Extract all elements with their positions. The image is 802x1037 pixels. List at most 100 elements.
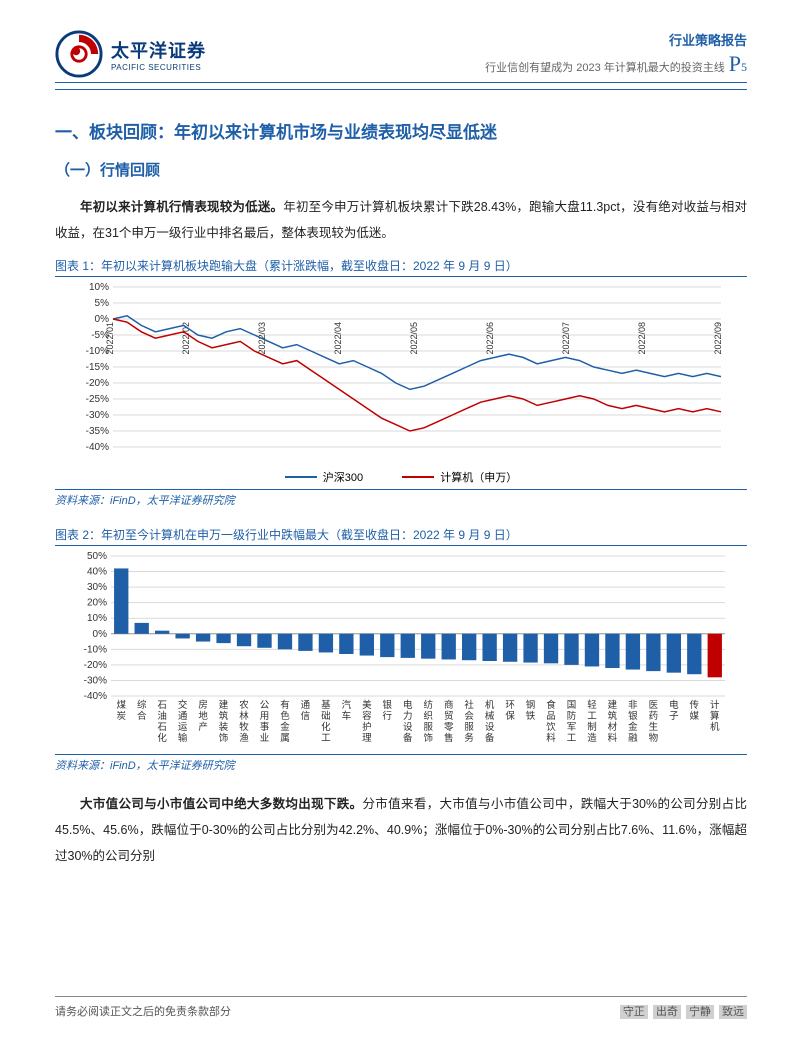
svg-text:交: 交 — [178, 699, 188, 711]
svg-text:5%: 5% — [95, 298, 110, 309]
svg-text:-15%: -15% — [86, 362, 109, 373]
svg-text:0%: 0% — [93, 628, 108, 639]
svg-text:材: 材 — [608, 721, 618, 733]
svg-text:传: 传 — [690, 699, 700, 711]
svg-text:2022/08: 2022/08 — [637, 322, 647, 355]
svg-text:2022/05: 2022/05 — [409, 322, 419, 355]
svg-text:30%: 30% — [87, 582, 107, 593]
svg-text:钢: 钢 — [526, 699, 536, 711]
svg-text:造: 造 — [587, 732, 597, 744]
chart2-source: 资料来源：iFinD，太平洋证券研究院 — [55, 757, 747, 773]
chart2-caption: 图表 2：年初至今计算机在申万一级行业中跌幅最大（截至收盘日：2022 年 9 … — [55, 526, 747, 543]
page-header: 太平洋证券 PACIFIC SECURITIES 行业策略报告 行业信创有望成为… — [55, 30, 747, 78]
svg-text:筑: 筑 — [608, 710, 618, 722]
svg-text:设: 设 — [403, 722, 413, 733]
svg-text:公: 公 — [260, 700, 270, 711]
svg-text:备: 备 — [403, 732, 413, 744]
svg-text:2022/04: 2022/04 — [333, 322, 343, 355]
svg-text:20%: 20% — [87, 597, 107, 608]
svg-text:渔: 渔 — [239, 733, 249, 744]
svg-text:算: 算 — [710, 710, 720, 722]
svg-text:社: 社 — [464, 699, 474, 711]
svg-text:备: 备 — [485, 732, 495, 744]
chart1-legend: 沪深300 计算机（申万） — [55, 463, 747, 487]
svg-text:10%: 10% — [89, 283, 109, 293]
svg-text:色: 色 — [280, 710, 290, 722]
svg-text:属: 属 — [280, 733, 290, 744]
svg-text:纺: 纺 — [423, 699, 433, 711]
svg-text:石: 石 — [157, 722, 167, 733]
svg-text:务: 务 — [464, 732, 474, 744]
svg-text:产: 产 — [198, 721, 208, 733]
svg-text:服: 服 — [464, 722, 474, 733]
chart1-caption: 图表 1：年初以来计算机板块跑输大盘（累计涨跌幅，截至收盘日：2022 年 9 … — [55, 257, 747, 274]
svg-text:机: 机 — [710, 721, 720, 733]
svg-text:车: 车 — [342, 710, 352, 722]
heading-2: （一）行情回顾 — [55, 159, 747, 180]
svg-text:-35%: -35% — [86, 426, 109, 437]
svg-text:林: 林 — [239, 710, 249, 722]
svg-text:料: 料 — [546, 732, 556, 744]
divider — [55, 89, 747, 90]
svg-text:力: 力 — [403, 710, 413, 722]
logo: 太平洋证券 PACIFIC SECURITIES — [55, 30, 206, 78]
svg-text:电: 电 — [669, 699, 679, 711]
svg-text:料: 料 — [608, 732, 618, 744]
chart1: 10%5%0%-5%-10%-15%-20%-25%-30%-35%-40%20… — [55, 283, 747, 463]
svg-text:子: 子 — [669, 711, 679, 722]
svg-text:零: 零 — [444, 722, 454, 733]
svg-text:非: 非 — [628, 699, 638, 711]
svg-text:石: 石 — [157, 700, 167, 711]
svg-text:牧: 牧 — [239, 721, 249, 733]
svg-text:理: 理 — [362, 733, 372, 744]
paragraph: 大市值公司与小市值公司中绝大多数均出现下跌。分市值来看，大市值与小市值公司中，跌… — [55, 791, 747, 870]
svg-text:设: 设 — [485, 722, 495, 733]
svg-text:输: 输 — [178, 732, 188, 744]
svg-text:电: 电 — [403, 699, 413, 711]
svg-text:防: 防 — [567, 710, 577, 722]
svg-text:基: 基 — [321, 699, 331, 711]
svg-text:化: 化 — [157, 732, 167, 744]
svg-text:房: 房 — [198, 699, 208, 711]
svg-text:工: 工 — [587, 711, 597, 722]
svg-text:银: 银 — [383, 699, 393, 711]
svg-text:饰: 饰 — [219, 732, 229, 744]
svg-text:融: 融 — [628, 733, 638, 744]
svg-text:2022/06: 2022/06 — [485, 322, 495, 355]
company-logo-icon — [55, 30, 103, 78]
svg-text:品: 品 — [546, 711, 556, 722]
svg-text:制: 制 — [587, 721, 597, 733]
svg-text:售: 售 — [444, 732, 454, 744]
svg-text:50%: 50% — [87, 552, 107, 562]
svg-text:-10%: -10% — [84, 644, 107, 655]
paragraph: 年初以来计算机行情表现较为低迷。年初至今申万计算机板块累计下跌28.43%，跑输… — [55, 194, 747, 247]
svg-text:农: 农 — [239, 699, 249, 711]
svg-text:保: 保 — [505, 710, 515, 722]
svg-text:信: 信 — [301, 710, 311, 722]
svg-text:-30%: -30% — [86, 410, 109, 421]
svg-text:运: 运 — [178, 722, 188, 733]
svg-text:2022/01: 2022/01 — [105, 322, 115, 355]
svg-text:合: 合 — [137, 710, 147, 722]
footer-disclaimer: 请务必阅读正文之后的免责条款部分 — [55, 1003, 231, 1019]
svg-text:药: 药 — [649, 711, 659, 722]
chart2-container: 50%40%30%20%10%0%-10%-20%-30%-40%煤综石交房建农… — [55, 545, 747, 755]
logo-name-en: PACIFIC SECURITIES — [111, 63, 206, 72]
svg-text:建: 建 — [219, 699, 229, 711]
svg-text:-25%: -25% — [86, 394, 109, 405]
svg-text:建: 建 — [608, 699, 618, 711]
svg-text:环: 环 — [505, 700, 515, 711]
svg-text:-20%: -20% — [84, 659, 107, 670]
header-subtitle: 行业信创有望成为 2023 年计算机最大的投资主线 — [485, 59, 725, 75]
svg-text:用: 用 — [260, 711, 270, 722]
svg-text:物: 物 — [649, 732, 659, 744]
svg-text:装: 装 — [219, 721, 229, 733]
page-number: P5 — [729, 51, 747, 77]
svg-text:10%: 10% — [87, 613, 107, 624]
chart1-source: 资料来源：iFinD，太平洋证券研究院 — [55, 492, 747, 508]
svg-text:国: 国 — [567, 700, 577, 711]
svg-text:医: 医 — [649, 700, 659, 711]
svg-text:-40%: -40% — [86, 442, 109, 453]
svg-text:筑: 筑 — [219, 710, 229, 722]
page-footer: 请务必阅读正文之后的免责条款部分 守正 出奇 宁静 致远 — [55, 996, 747, 1019]
